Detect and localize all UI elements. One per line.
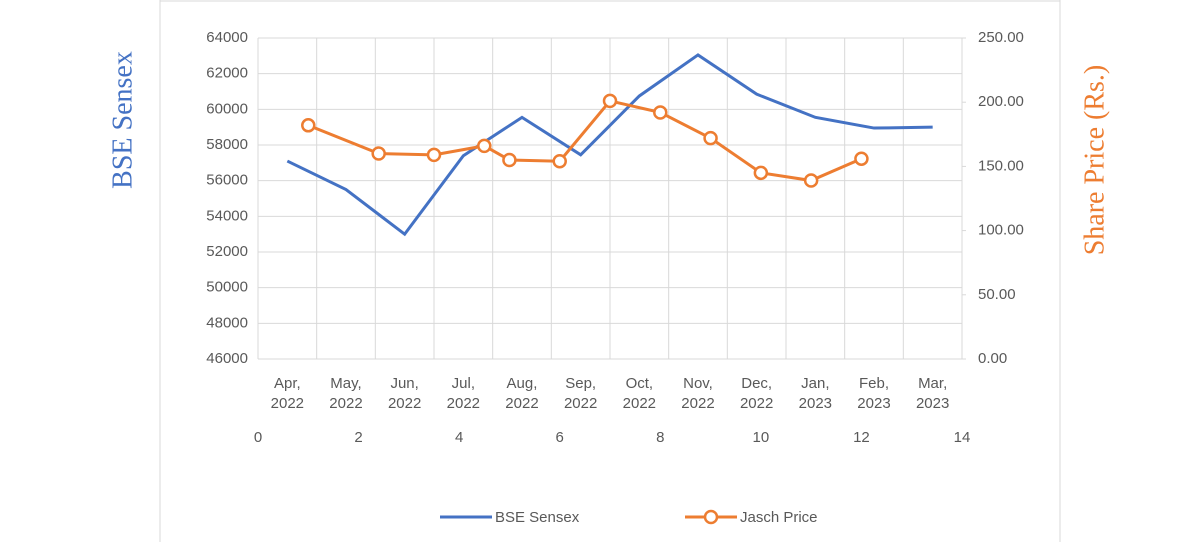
- y-tick-label: 50000: [206, 279, 248, 296]
- x-tick-label: 12: [853, 429, 870, 446]
- legend-marker: [703, 509, 719, 525]
- x-category-label: Aug, 2022: [505, 375, 539, 412]
- y2-tick-label: 200.00: [978, 93, 1024, 110]
- x-tick-label: 0: [254, 429, 262, 446]
- y-tick-label: 62000: [206, 65, 248, 82]
- y2-tick-label: 0.00: [978, 350, 1007, 367]
- marker: [854, 151, 869, 166]
- marker: [502, 152, 517, 168]
- y-axis-title: BSE Sensex: [107, 51, 138, 189]
- x-category-label: Apr, 2022: [270, 375, 305, 412]
- x-category-label: Jul, 2022: [446, 375, 481, 412]
- x-category-label: May, 2022: [329, 375, 363, 412]
- y2-tick-label: 50.00: [978, 286, 1016, 303]
- y-tick-label: 48000: [206, 314, 248, 331]
- series-line: [307, 99, 863, 183]
- y-tick-label: 64000: [206, 29, 248, 46]
- y-tick-label: 52000: [206, 243, 248, 260]
- y-tick-label: 54000: [206, 207, 248, 224]
- marker: [426, 147, 442, 163]
- y-tick-label: 60000: [206, 100, 248, 117]
- marker: [477, 138, 492, 154]
- x-category-label: Feb, 2023: [857, 375, 891, 412]
- y-tick-label: 46000: [206, 350, 248, 367]
- marker: [803, 173, 819, 188]
- legend-label: BSE Sensex: [495, 509, 580, 526]
- marker: [301, 118, 316, 133]
- x-tick-label: 8: [656, 429, 664, 446]
- x-category-label: Dec, 2022: [739, 375, 774, 412]
- marker: [602, 93, 618, 109]
- y-tick-label: 56000: [206, 172, 248, 189]
- y2-tick-label: 250.00: [978, 29, 1024, 46]
- marker: [552, 154, 567, 169]
- marker: [753, 165, 769, 181]
- x-tick-label: 4: [455, 429, 463, 446]
- x-category-label: Mar, 2023: [915, 375, 950, 412]
- y2-axis-title: Share Price (Rs.): [1079, 65, 1110, 256]
- x-category-label: Jan, 2023: [798, 375, 833, 412]
- x-category-label: Sep, 2022: [563, 375, 598, 412]
- legend-label: Jasch Price: [740, 509, 818, 526]
- x-category-label: Jun, 2022: [387, 375, 422, 412]
- x-category-label: Nov, 2022: [681, 375, 715, 412]
- x-category-label: Oct, 2022: [622, 375, 657, 412]
- x-tick-label: 6: [556, 429, 564, 446]
- y2-tick-label: 100.00: [978, 222, 1024, 239]
- marker: [371, 146, 386, 161]
- marker: [703, 130, 718, 146]
- x-tick-label: 14: [954, 429, 971, 446]
- y2-tick-label: 150.00: [978, 157, 1024, 174]
- marker: [653, 105, 668, 120]
- x-tick-label: 10: [753, 429, 770, 446]
- y-tick-label: 58000: [206, 136, 248, 153]
- x-tick-label: 2: [354, 429, 362, 446]
- series-line: [286, 53, 933, 237]
